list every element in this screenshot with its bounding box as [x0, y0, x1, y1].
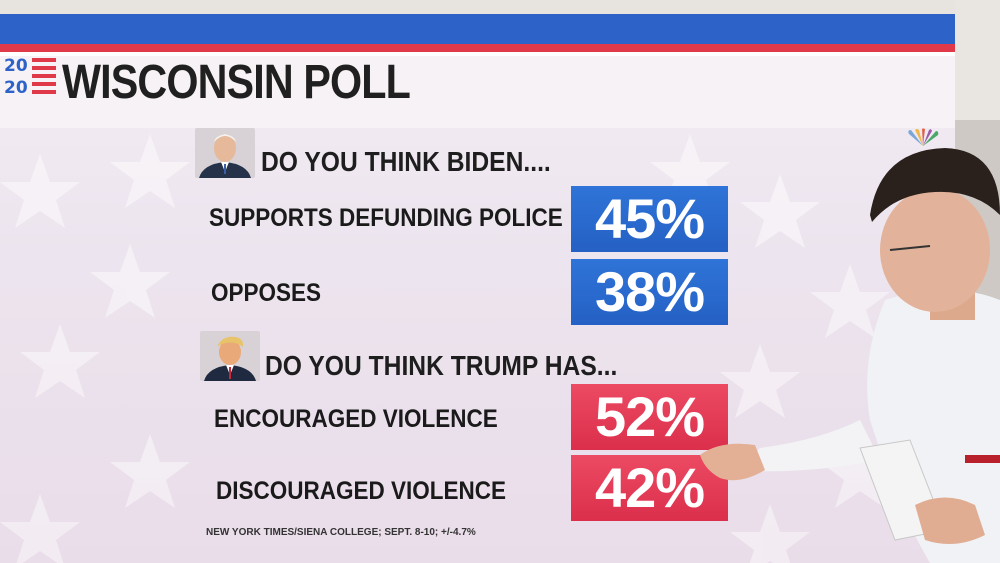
election-2020-logo: 20 20 [4, 56, 56, 108]
header-band [0, 14, 955, 44]
studio-wall [955, 120, 1000, 563]
title-bar [0, 56, 955, 128]
page-title: WISCONSIN POLL [62, 56, 411, 109]
logo-stripes [32, 58, 56, 98]
row-label-opposes: OPPOSES [211, 279, 322, 307]
source-note: NEW YORK TIMES/SIENA COLLEGE; SEPT. 8-10… [206, 527, 476, 538]
header-stripe [0, 44, 955, 52]
row-label-encouraged-violence: ENCOURAGED VIOLENCE [214, 405, 498, 433]
peacock-logo-icon [908, 128, 939, 146]
value-discouraged-violence: 42% [571, 455, 728, 521]
poll-graphic [0, 14, 955, 563]
row-label-supports-defunding: SUPPORTS DEFUNDING POLICE [209, 204, 563, 232]
logo-year-top: 20 [4, 56, 28, 76]
value-encouraged-violence: 52% [571, 384, 728, 450]
value-opposes: 38% [571, 259, 728, 325]
trump-question: DO YOU THINK TRUMP HAS... [265, 350, 618, 381]
biden-portrait [195, 128, 255, 178]
trump-portrait [200, 331, 260, 381]
row-label-discouraged-violence: DISCOURAGED VIOLENCE [216, 477, 507, 505]
header-divider [0, 52, 955, 56]
biden-question: DO YOU THINK BIDEN.... [261, 146, 551, 177]
logo-year-bottom: 20 [4, 78, 28, 98]
value-supports-defunding: 45% [571, 186, 728, 252]
